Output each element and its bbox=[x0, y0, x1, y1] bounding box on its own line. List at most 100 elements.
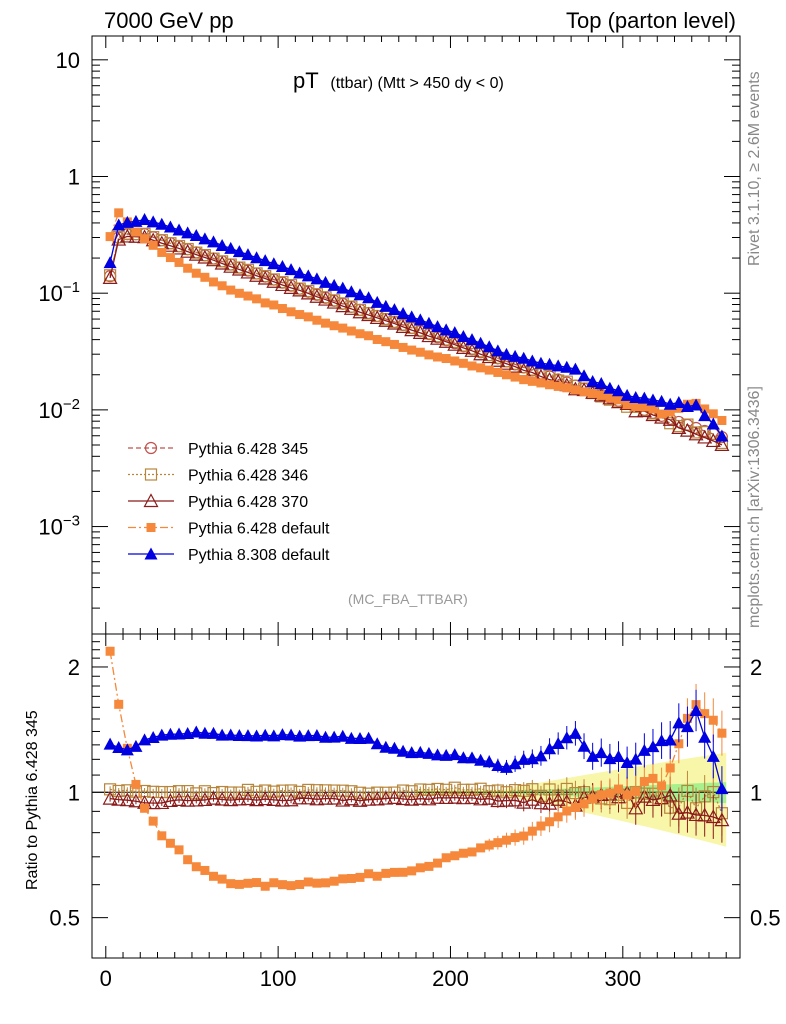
ratio-point-pythia-8-308-default bbox=[577, 739, 591, 752]
ratio-point-pythia-6-428-default bbox=[234, 879, 244, 889]
data-point-pythia-8-308-default bbox=[387, 303, 401, 316]
ratio-point-pythia-6-428-370 bbox=[318, 790, 334, 805]
data-point-pythia-6-428-370 bbox=[335, 298, 351, 313]
ratio-point-pythia-6-428-default bbox=[252, 878, 262, 888]
ratio-point-pythia-8-308-default bbox=[680, 720, 694, 733]
legend-marker bbox=[146, 523, 156, 532]
ratio-point-pythia-6-428-370 bbox=[447, 789, 463, 804]
data-point-pythia-6-428-370 bbox=[498, 355, 514, 370]
data-point-pythia-8-308-default bbox=[181, 226, 195, 239]
ratio-point-pythia-6-428-default bbox=[605, 788, 615, 798]
ratio-point-pythia-6-428-370 bbox=[671, 805, 687, 820]
data-point-pythia-6-428-default bbox=[605, 393, 615, 403]
ratio-point-pythia-6-428-default bbox=[415, 863, 425, 873]
ratio-point-pythia-8-308-default bbox=[353, 731, 367, 744]
ratio-point-pythia-6-428-default bbox=[140, 803, 150, 813]
ratio-point-pythia-6-428-370 bbox=[662, 787, 678, 802]
data-point-pythia-6-428-default bbox=[226, 285, 236, 295]
ratio-point-pythia-6-428-default bbox=[501, 835, 511, 845]
data-point-pythia-6-428-370 bbox=[438, 333, 454, 348]
data-point-pythia-6-428-370 bbox=[283, 280, 299, 294]
ratio-point-pythia-6-428-default bbox=[364, 869, 374, 879]
ratio-point-pythia-6-428-370 bbox=[533, 795, 549, 810]
data-point-pythia-8-308-default bbox=[629, 390, 643, 403]
data-point-pythia-6-428-370 bbox=[412, 325, 428, 339]
ratio-point-pythia-6-428-370 bbox=[455, 790, 471, 805]
data-point-pythia-8-308-default bbox=[370, 295, 384, 308]
data-point-pythia-8-308-default bbox=[577, 369, 591, 382]
ratio-point-pythia-6-428-370 bbox=[412, 790, 428, 805]
data-point-pythia-6-428-default bbox=[260, 298, 270, 308]
x-tick-label: 300 bbox=[604, 966, 641, 991]
ratio-point-pythia-6-428-default bbox=[458, 848, 468, 858]
data-point-pythia-6-428-370 bbox=[197, 249, 213, 264]
legend-marker bbox=[143, 493, 159, 508]
ratio-point-pythia-6-428-346 bbox=[198, 785, 211, 798]
ratio-point-pythia-6-428-370 bbox=[214, 791, 230, 806]
series-line-pythia-6-428-370 bbox=[109, 235, 723, 446]
data-point-pythia-6-428-default bbox=[157, 247, 167, 257]
ratio-point-pythia-6-428-370 bbox=[188, 792, 204, 807]
ratio-point-pythia-6-428-default bbox=[545, 817, 555, 827]
data-point-pythia-8-308-default bbox=[534, 356, 548, 369]
ratio-point-pythia-6-428-default bbox=[674, 739, 684, 749]
plot-title: pT (ttbar) (Mtt > 450 dy < 0) bbox=[293, 68, 504, 93]
data-point-pythia-6-428-346 bbox=[103, 269, 117, 282]
data-point-pythia-8-308-default bbox=[474, 336, 488, 349]
ratio-point-pythia-6-428-346 bbox=[259, 784, 272, 797]
ratio-point-pythia-6-428-default bbox=[510, 833, 520, 843]
data-point-pythia-8-308-default bbox=[706, 417, 720, 430]
data-point-pythia-6-428-default bbox=[217, 281, 227, 291]
ratio-point-pythia-8-308-default bbox=[482, 755, 496, 768]
data-point-pythia-8-308-default bbox=[491, 344, 505, 357]
ratio-point-pythia-6-428-default bbox=[631, 787, 641, 797]
ratio-point-pythia-6-428-370 bbox=[697, 807, 713, 822]
data-point-pythia-6-428-default bbox=[700, 404, 710, 414]
ratio-point-pythia-6-428-370 bbox=[154, 795, 170, 810]
ratio-point-pythia-6-428-default bbox=[226, 879, 236, 889]
ratio-point-pythia-6-428-370 bbox=[714, 812, 730, 827]
data-point-pythia-6-428-default bbox=[329, 321, 339, 331]
ratio-point-pythia-8-308-default bbox=[499, 760, 513, 773]
ratio-series bbox=[102, 646, 730, 891]
legend-label: Pythia 6.428 default bbox=[188, 521, 330, 538]
ratio-point-pythia-6-428-346 bbox=[474, 782, 487, 795]
legend-marker bbox=[144, 468, 158, 481]
data-point-pythia-8-308-default bbox=[103, 256, 117, 269]
data-point-pythia-6-428-default bbox=[407, 345, 417, 355]
data-point-pythia-6-428-default bbox=[148, 240, 158, 250]
ratio-point-pythia-8-308-default bbox=[474, 753, 488, 766]
ratio-point-pythia-8-308-default bbox=[405, 746, 419, 759]
data-point-pythia-6-428-370 bbox=[240, 264, 256, 279]
ratio-point-pythia-6-428-370 bbox=[335, 792, 351, 807]
legend-label: Pythia 8.308 default bbox=[188, 547, 330, 564]
ratio-point-pythia-6-428-370 bbox=[361, 791, 377, 806]
ratio-point-pythia-6-428-370 bbox=[283, 792, 299, 807]
ratio-point-pythia-6-428-370 bbox=[464, 790, 480, 804]
data-point-pythia-6-428-370 bbox=[688, 426, 704, 441]
ratio-point-pythia-6-428-370 bbox=[266, 792, 282, 807]
ratio-point-pythia-8-308-default bbox=[543, 742, 557, 755]
data-point-pythia-8-308-default bbox=[715, 429, 729, 442]
ratio-point-pythia-6-428-default bbox=[200, 865, 210, 875]
ratio-point-pythia-8-308-default bbox=[413, 745, 427, 758]
data-point-pythia-6-428-370 bbox=[300, 285, 316, 300]
data-point-pythia-8-308-default bbox=[482, 340, 496, 353]
legend-marker bbox=[144, 547, 158, 560]
data-point-pythia-6-428-370 bbox=[473, 346, 489, 361]
ratio-ylabel: Ratio to Pythia 6.428 345 bbox=[24, 710, 41, 890]
data-point-pythia-6-428-370 bbox=[162, 237, 178, 252]
ratio-point-pythia-6-428-370 bbox=[257, 791, 273, 806]
data-point-pythia-6-428-370 bbox=[395, 319, 411, 334]
data-point-pythia-8-308-default bbox=[172, 223, 186, 236]
ratio-point-pythia-8-308-default bbox=[155, 728, 169, 741]
ratio-point-pythia-6-428-default bbox=[424, 861, 434, 871]
data-point-pythia-8-308-default bbox=[637, 391, 651, 404]
ratio-point-pythia-6-428-default bbox=[708, 715, 718, 725]
ratio-point-pythia-8-308-default bbox=[379, 740, 393, 753]
ratio-point-pythia-6-428-346 bbox=[448, 781, 461, 794]
ratio-point-pythia-8-308-default bbox=[327, 730, 341, 743]
ratio-point-pythia-6-428-default bbox=[536, 821, 546, 831]
data-point-pythia-6-428-default bbox=[372, 334, 382, 344]
ratio-point-pythia-6-428-370 bbox=[679, 804, 695, 819]
